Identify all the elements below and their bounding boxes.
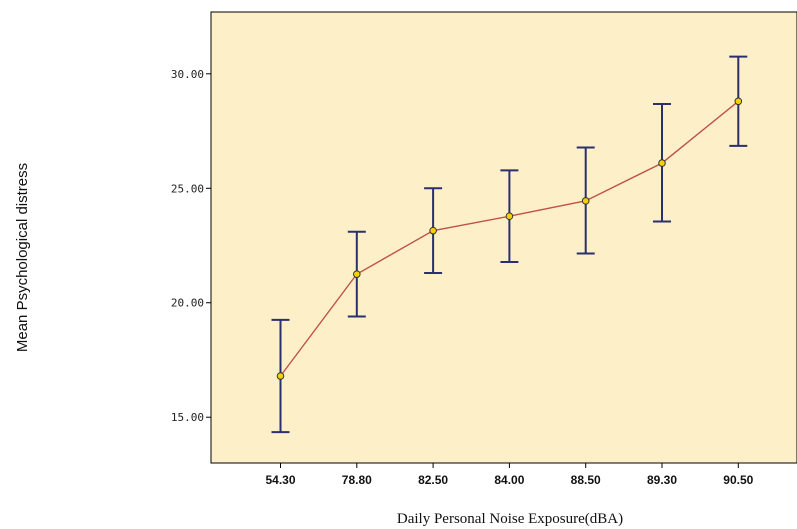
data-point	[276, 372, 285, 380]
y-axis: 15.00 20.00 25.00 30.00	[171, 68, 211, 424]
x-tick-label: 78.80	[342, 473, 372, 487]
x-axis-label: Daily Personal Noise Exposure(dBA)	[397, 511, 623, 527]
x-axis: 54.30 78.80 82.50 84.00 88.50 89.30 90.50	[265, 463, 754, 487]
x-tick-label: 54.30	[265, 473, 295, 487]
data-point	[734, 97, 743, 106]
x-tick-label: 90.50	[723, 473, 753, 487]
data-point	[505, 212, 514, 221]
data-point	[658, 159, 666, 167]
x-tick-label: 89.30	[647, 473, 677, 487]
y-tick-label: 30.00	[171, 68, 204, 81]
data-points	[276, 97, 743, 380]
y-tick-label: 15.00	[171, 411, 204, 424]
x-tick-label: 84.00	[494, 473, 524, 487]
x-tick-label: 82.50	[418, 473, 448, 487]
data-point	[581, 197, 590, 205]
y-tick-label: 25.00	[171, 182, 204, 195]
y-tick-label: 20.00	[171, 297, 204, 310]
data-point	[353, 270, 361, 278]
x-tick-label: 88.50	[571, 473, 601, 487]
plot-area	[210, 11, 797, 464]
data-point	[429, 226, 437, 235]
y-axis-label: Mean Psychological distress	[14, 163, 31, 352]
